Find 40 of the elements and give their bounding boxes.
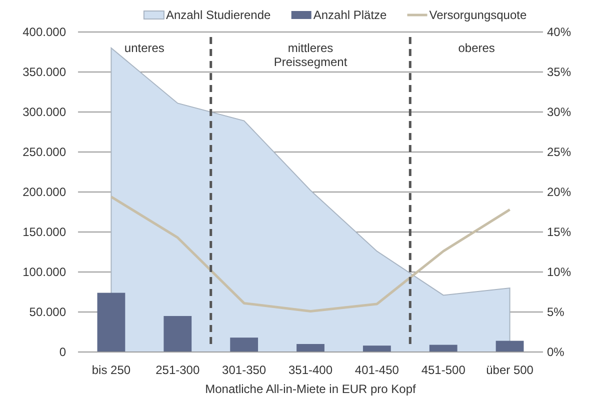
bar [230,338,258,352]
x-tick-label: 351-400 [288,363,333,377]
y-tick-label: 150.000 [22,225,66,239]
bar [496,340,524,352]
y2-tick-label: 40% [547,25,572,39]
legend-label: Anzahl Plätze [313,8,388,22]
x-tick-label: 451-500 [421,363,466,377]
y2-tick-label: 15% [547,225,572,239]
annotation: oberes [458,41,495,55]
bar [296,344,324,352]
y2-tick-label: 30% [547,105,572,119]
bar [362,346,391,352]
y2-tick-label: 35% [547,65,572,79]
bar [164,316,192,352]
y-tick-label: 0 [59,345,66,359]
x-tick-label: 401-450 [354,363,400,377]
y-tick-label: 200.000 [22,185,66,199]
y-tick-label: 50.000 [29,305,66,319]
bar [429,344,458,352]
x-tick-label: bis 250 [92,363,131,377]
legend-label: Anzahl Studierende [166,8,272,22]
y-tick-label: 250.000 [22,145,66,159]
y2-tick-label: 10% [547,265,572,279]
annotation: unteres [124,41,164,55]
bar [97,292,126,352]
y-tick-label: 400.000 [22,25,66,39]
x-tick-label: 301-350 [222,363,266,377]
line-series [110,196,512,312]
x-tick-label: über 500 [486,363,534,377]
y-tick-label: 350.000 [22,65,66,79]
legend-label: Versorgungsquote [429,8,527,22]
annotation: mittleres Preissegment [274,41,348,69]
x-tick-label: 251-300 [156,363,200,377]
y2-tick-label: 25% [547,145,572,159]
y2-tick-label: 0% [547,345,565,359]
y2-tick-label: 5% [547,305,565,319]
y2-tick-label: 20% [547,185,572,199]
x-axis-title: Monatliche All-in-Miete in EUR pro Kopf [205,382,417,396]
y-tick-label: 300.000 [22,105,66,119]
y-tick-label: 100.000 [22,265,66,279]
